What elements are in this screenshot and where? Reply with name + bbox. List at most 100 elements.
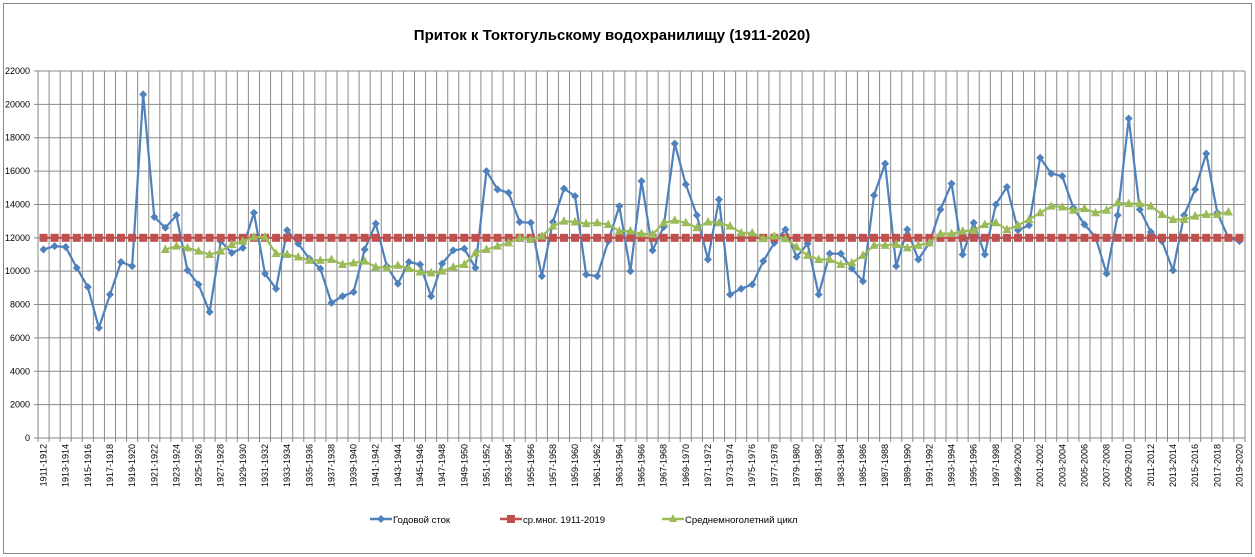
x-tick-label: 1967-1968 bbox=[659, 444, 669, 487]
data-point-triangle bbox=[814, 254, 824, 264]
data-point-square bbox=[460, 233, 469, 242]
data-point-triangle bbox=[681, 217, 691, 227]
data-point-diamond bbox=[316, 264, 325, 273]
data-point-triangle bbox=[758, 233, 768, 243]
data-point-square bbox=[692, 233, 701, 242]
data-point-diamond bbox=[1058, 172, 1067, 181]
y-axis-ticks: 0 2000 4000 6000 8000 10000 12000 14000 16000 180… bbox=[5, 66, 30, 443]
data-point-triangle bbox=[725, 221, 735, 230]
data-point-triangle bbox=[326, 254, 336, 264]
data-point-diamond bbox=[947, 179, 956, 188]
data-point-square bbox=[50, 233, 59, 242]
data-point-triangle bbox=[548, 221, 558, 230]
data-point-square bbox=[814, 233, 823, 242]
x-tick-label: 1975-1976 bbox=[747, 444, 757, 487]
x-tick-label: 2007-2008 bbox=[1102, 444, 1112, 487]
data-point-triangle bbox=[271, 248, 281, 258]
data-point-square bbox=[327, 233, 336, 242]
data-point-triangle bbox=[991, 217, 1001, 227]
data-point-diamond bbox=[94, 323, 103, 332]
data-point-diamond bbox=[183, 266, 192, 275]
x-tick-label: 1965-1966 bbox=[637, 444, 647, 487]
data-point-triangle bbox=[769, 231, 779, 240]
data-point-diamond bbox=[858, 277, 867, 286]
data-point-diamond bbox=[194, 280, 203, 289]
data-point-triangle bbox=[260, 231, 270, 241]
data-point-diamond bbox=[537, 272, 546, 281]
data-point-triangle bbox=[1212, 209, 1222, 218]
data-point-triangle bbox=[437, 266, 447, 275]
data-point-diamond bbox=[482, 167, 491, 176]
data-point-triangle bbox=[1079, 203, 1089, 213]
x-tick-label: 1969-1970 bbox=[681, 444, 691, 487]
legend-item-cycle[interactable]: Среднемноголетний цикл bbox=[662, 514, 798, 526]
data-point-triangle bbox=[1157, 209, 1167, 218]
data-point-square bbox=[105, 233, 114, 242]
data-point-diamond bbox=[991, 200, 1000, 209]
data-point-triangle bbox=[692, 222, 702, 232]
data-point-triangle bbox=[1046, 201, 1056, 210]
data-point-triangle bbox=[360, 256, 370, 265]
y-tick-label: 22000 bbox=[5, 66, 30, 76]
x-tick-label: 1999-2000 bbox=[1013, 444, 1023, 487]
data-point-diamond bbox=[72, 263, 81, 272]
data-point-diamond bbox=[870, 191, 879, 200]
data-point-diamond bbox=[881, 159, 890, 168]
data-point-diamond bbox=[438, 259, 447, 268]
data-point-triangle bbox=[1179, 214, 1189, 223]
data-point-square bbox=[947, 233, 956, 242]
data-point-square bbox=[194, 233, 203, 242]
data-point-triangle bbox=[1013, 220, 1023, 229]
data-point-square bbox=[1213, 233, 1222, 242]
data-point-triangle bbox=[648, 229, 658, 238]
data-point-diamond bbox=[526, 218, 535, 227]
data-point-diamond bbox=[593, 272, 602, 281]
data-point-square bbox=[382, 233, 391, 242]
data-point-square bbox=[1102, 233, 1111, 242]
data-point-square bbox=[139, 233, 148, 242]
data-point-triangle bbox=[603, 219, 613, 228]
data-point-diamond bbox=[814, 290, 823, 299]
data-point-diamond bbox=[404, 258, 413, 267]
data-point-diamond bbox=[914, 255, 923, 264]
data-point-square bbox=[128, 233, 137, 242]
data-point-triangle bbox=[227, 239, 237, 248]
data-point-diamond bbox=[1202, 149, 1211, 158]
data-point-diamond bbox=[338, 292, 347, 301]
data-point-diamond bbox=[261, 269, 270, 278]
y-tick-label: 0 bbox=[25, 433, 30, 443]
data-point-diamond bbox=[105, 290, 114, 299]
data-point-square bbox=[205, 233, 214, 242]
legend-item-annual[interactable]: Годовой сток bbox=[370, 515, 451, 526]
y-tick-label: 18000 bbox=[5, 133, 30, 143]
x-tick-label: 2019-2020 bbox=[1234, 444, 1244, 487]
data-point-diamond bbox=[150, 212, 159, 221]
data-point-square bbox=[1069, 233, 1078, 242]
data-point-square bbox=[338, 233, 347, 242]
data-point-triangle bbox=[847, 257, 857, 267]
x-tick-label: 2009-2010 bbox=[1124, 444, 1134, 487]
data-point-triangle bbox=[980, 219, 990, 228]
data-point-square bbox=[748, 233, 757, 242]
data-point-diamond bbox=[1002, 182, 1011, 191]
data-point-triangle bbox=[1091, 207, 1101, 217]
data-point-square bbox=[825, 233, 834, 242]
data-point-diamond bbox=[83, 283, 92, 292]
data-point-square bbox=[39, 233, 48, 242]
data-point-square bbox=[349, 233, 358, 242]
data-point-square bbox=[427, 233, 436, 242]
data-point-triangle bbox=[1102, 205, 1112, 214]
data-point-square bbox=[305, 233, 314, 242]
data-point-triangle bbox=[526, 234, 536, 243]
data-point-diamond bbox=[692, 211, 701, 220]
data-point-diamond bbox=[792, 253, 801, 262]
data-point-square bbox=[283, 233, 292, 242]
data-point-square bbox=[216, 233, 225, 242]
data-point-triangle bbox=[338, 259, 348, 269]
data-point-diamond bbox=[648, 246, 657, 255]
data-point-diamond bbox=[1025, 221, 1034, 230]
x-tick-label: 1959-1960 bbox=[570, 444, 580, 487]
legend-item-mean[interactable]: ср.мног. 1911-2019 bbox=[500, 515, 605, 526]
chart-title: Приток к Токтогульскому водохранилищу (1… bbox=[414, 27, 810, 44]
data-point-square bbox=[637, 233, 646, 242]
